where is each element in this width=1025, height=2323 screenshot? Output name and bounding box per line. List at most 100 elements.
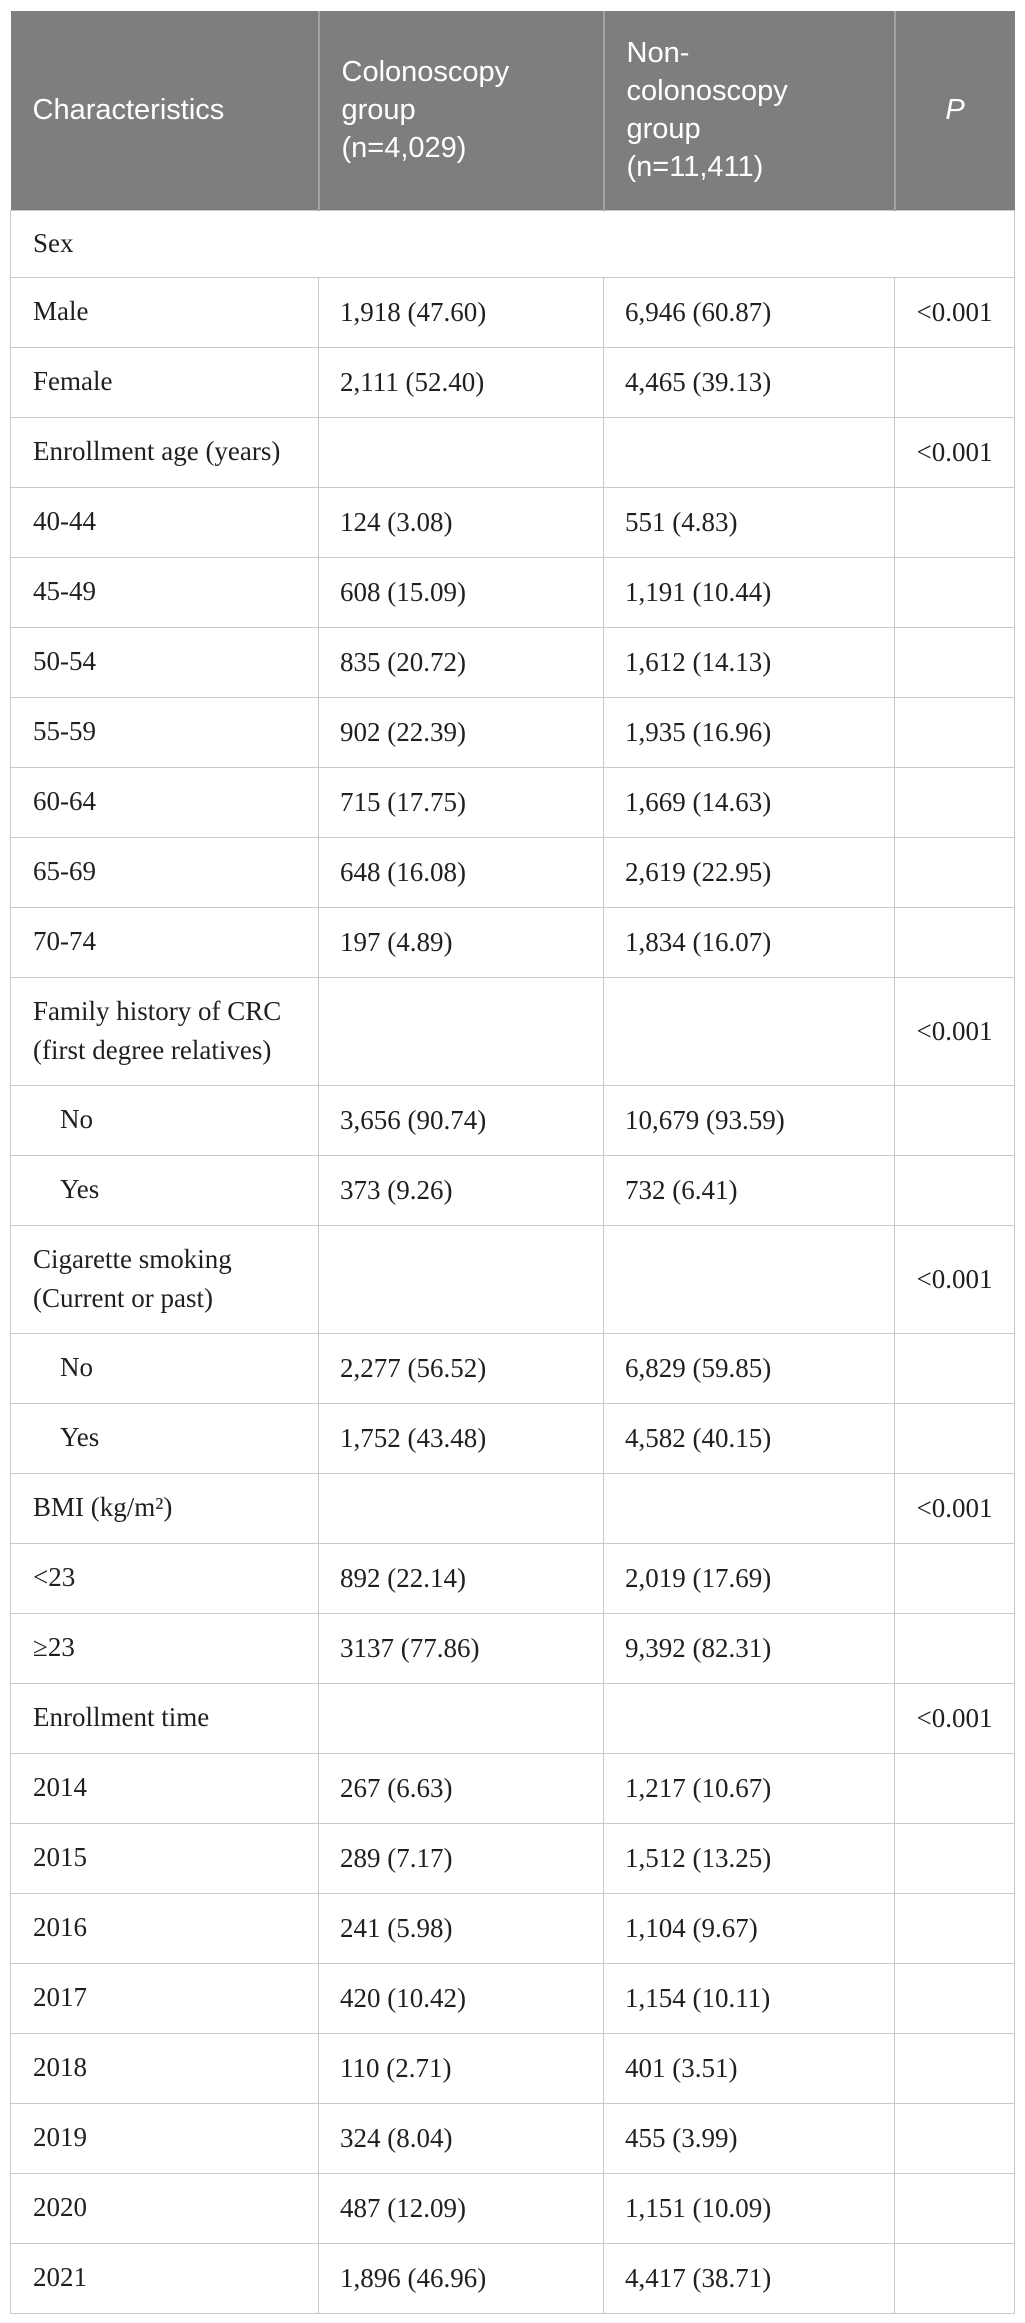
noncolonoscopy-value-cell: 1,154 (10.11) xyxy=(603,1962,895,2034)
table-row: 2015 289 (7.17) 1,512 (13.25) xyxy=(10,1822,1015,1894)
row-label-cell: 60-64 xyxy=(10,766,319,838)
table-row: 2021 1,896 (46.96) 4,417 (38.71) xyxy=(10,2242,1015,2314)
colonoscopy-value-cell: 373 (9.26) xyxy=(318,1154,604,1226)
table-row: Male 1,918 (47.60) 6,946 (60.87) <0.001 xyxy=(10,276,1015,348)
table-row: Female 2,111 (52.40) 4,465 (39.13) xyxy=(10,346,1015,418)
colonoscopy-value-cell: 487 (12.09) xyxy=(318,2172,604,2244)
row-label-cell: Male xyxy=(10,276,319,348)
colonoscopy-value-cell: 608 (15.09) xyxy=(318,556,604,628)
table-row: 40-44 124 (3.08) 551 (4.83) xyxy=(10,486,1015,558)
row-label-cell: Sex xyxy=(10,209,1015,278)
colonoscopy-value-cell: 267 (6.63) xyxy=(318,1752,604,1824)
colonoscopy-value-cell: 2,277 (56.52) xyxy=(318,1332,604,1404)
row-label-cell: 2021 xyxy=(10,2242,319,2314)
p-value-cell xyxy=(894,486,1015,558)
colonoscopy-value-cell xyxy=(318,976,604,1086)
p-value-cell xyxy=(894,1822,1015,1894)
colonoscopy-value-cell: 902 (22.39) xyxy=(318,696,604,768)
row-label-cell: Enrollment age (years) xyxy=(10,416,319,488)
row-label-cell: 2018 xyxy=(10,2032,319,2104)
noncolonoscopy-value-cell: 1,217 (10.67) xyxy=(603,1752,895,1824)
p-value-cell: <0.001 xyxy=(894,416,1015,488)
noncolonoscopy-value-cell: 551 (4.83) xyxy=(603,486,895,558)
row-label-cell: 2020 xyxy=(10,2172,319,2244)
colonoscopy-value-cell: 715 (17.75) xyxy=(318,766,604,838)
p-value-cell xyxy=(894,2242,1015,2314)
p-value-cell xyxy=(894,1542,1015,1614)
colonoscopy-value-cell xyxy=(318,416,604,488)
colonoscopy-value-cell: 1,896 (46.96) xyxy=(318,2242,604,2314)
table-row: Enrollment time <0.001 xyxy=(10,1682,1015,1754)
colonoscopy-value-cell xyxy=(318,1682,604,1754)
table-row: 2014 267 (6.63) 1,217 (10.67) xyxy=(10,1752,1015,1824)
noncolonoscopy-value-cell: 1,104 (9.67) xyxy=(603,1892,895,1964)
row-label-cell: 2015 xyxy=(10,1822,319,1894)
p-value-cell xyxy=(894,1402,1015,1474)
p-value-cell xyxy=(894,1962,1015,2034)
row-label-cell: Cigarette smoking (Current or past) xyxy=(10,1224,319,1334)
noncolonoscopy-value-cell: 1,512 (13.25) xyxy=(603,1822,895,1894)
column-header-p-value: P xyxy=(894,11,1015,210)
noncolonoscopy-value-cell: 1,191 (10.44) xyxy=(603,556,895,628)
noncolonoscopy-value-cell: 4,582 (40.15) xyxy=(603,1402,895,1474)
p-value-cell: <0.001 xyxy=(894,1472,1015,1544)
colonoscopy-value-cell: 835 (20.72) xyxy=(318,626,604,698)
colonoscopy-value-cell: 124 (3.08) xyxy=(318,486,604,558)
noncolonoscopy-value-cell: 10,679 (93.59) xyxy=(603,1084,895,1156)
row-label-cell: 2014 xyxy=(10,1752,319,1824)
colonoscopy-value-cell: 892 (22.14) xyxy=(318,1542,604,1614)
row-label-cell: 40-44 xyxy=(10,486,319,558)
colonoscopy-value-cell: 3137 (77.86) xyxy=(318,1612,604,1684)
p-value-cell xyxy=(894,1154,1015,1226)
table-row: Enrollment age (years) <0.001 xyxy=(10,416,1015,488)
p-value-cell xyxy=(894,2032,1015,2104)
noncolonoscopy-value-cell xyxy=(603,1472,895,1544)
p-value-cell xyxy=(894,626,1015,698)
noncolonoscopy-value-cell: 455 (3.99) xyxy=(603,2102,895,2174)
p-value-cell xyxy=(894,1084,1015,1156)
p-value-cell xyxy=(894,696,1015,768)
row-label-cell: 55-59 xyxy=(10,696,319,768)
noncolonoscopy-value-cell: 9,392 (82.31) xyxy=(603,1612,895,1684)
noncolonoscopy-value-cell xyxy=(603,416,895,488)
noncolonoscopy-value-cell: 1,612 (14.13) xyxy=(603,626,895,698)
colonoscopy-value-cell xyxy=(318,1224,604,1334)
noncolonoscopy-value-cell xyxy=(603,976,895,1086)
noncolonoscopy-value-cell: 1,151 (10.09) xyxy=(603,2172,895,2244)
table-row: Family history of CRC (first degree rela… xyxy=(10,976,1015,1086)
colonoscopy-value-cell: 2,111 (52.40) xyxy=(318,346,604,418)
noncolonoscopy-value-cell: 2,619 (22.95) xyxy=(603,836,895,908)
row-label-cell: 2016 xyxy=(10,1892,319,1964)
p-value-cell xyxy=(894,2172,1015,2244)
noncolonoscopy-value-cell: 401 (3.51) xyxy=(603,2032,895,2104)
noncolonoscopy-value-cell: 2,019 (17.69) xyxy=(603,1542,895,1614)
p-value-cell xyxy=(894,906,1015,978)
p-value-cell xyxy=(894,1752,1015,1824)
p-value-cell: <0.001 xyxy=(894,1224,1015,1334)
row-label-cell: No xyxy=(10,1084,319,1156)
row-label-cell: <23 xyxy=(10,1542,319,1614)
row-label-cell: 2019 xyxy=(10,2102,319,2174)
column-header-characteristics: Characteristics xyxy=(10,11,320,210)
colonoscopy-value-cell: 1,918 (47.60) xyxy=(318,276,604,348)
row-label-cell: Female xyxy=(10,346,319,418)
noncolonoscopy-value-cell: 1,935 (16.96) xyxy=(603,696,895,768)
column-header-colonoscopy-group: Colonoscopy group (n=4,029) xyxy=(318,11,605,210)
baseline-characteristics-table: Characteristics Colonoscopy group (n=4,02… xyxy=(10,11,1015,2314)
table-row: 60-64 715 (17.75) 1,669 (14.63) xyxy=(10,766,1015,838)
row-label-cell: 45-49 xyxy=(10,556,319,628)
table-row: 2018 110 (2.71) 401 (3.51) xyxy=(10,2032,1015,2104)
noncolonoscopy-value-cell: 6,829 (59.85) xyxy=(603,1332,895,1404)
p-value-cell: <0.001 xyxy=(894,976,1015,1086)
table-row: 2020 487 (12.09) 1,151 (10.09) xyxy=(10,2172,1015,2244)
row-label-cell: Enrollment time xyxy=(10,1682,319,1754)
p-value-cell xyxy=(894,836,1015,908)
row-label-cell: Family history of CRC (first degree rela… xyxy=(10,976,319,1086)
row-label-cell: 50-54 xyxy=(10,626,319,698)
table-row: 2016 241 (5.98) 1,104 (9.67) xyxy=(10,1892,1015,1964)
p-value-cell xyxy=(894,556,1015,628)
section-row: Sex xyxy=(10,209,1015,278)
colonoscopy-value-cell: 197 (4.89) xyxy=(318,906,604,978)
table-row: No 3,656 (90.74) 10,679 (93.59) xyxy=(10,1084,1015,1156)
row-label-cell: Yes xyxy=(10,1154,319,1226)
